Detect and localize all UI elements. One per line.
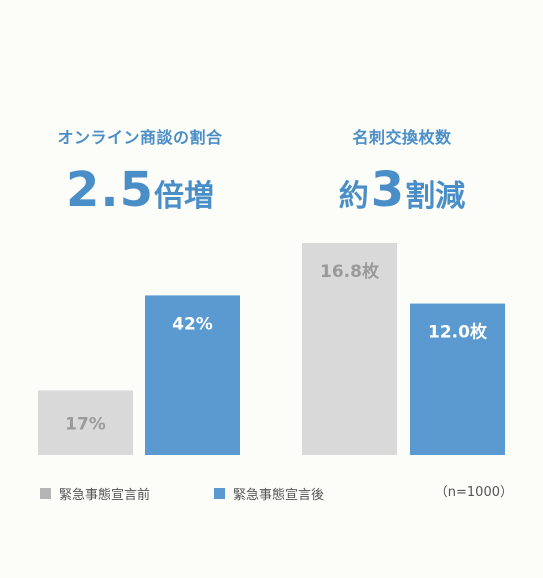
panel-1-headline-suffix: 倍増 [154, 179, 215, 214]
bar-panel-1-before [38, 390, 133, 455]
bar-label-panel-2-after: 12.0枚 [428, 322, 488, 343]
panel-1-title: オンライン商談の割合 [57, 128, 223, 147]
sample-size-note: （n=1000） [434, 485, 513, 500]
panel-2-headline: 約 3 割減 [282, 160, 522, 224]
panel-2-headline-suffix: 割減 [405, 179, 466, 214]
panel-2-headline-prefix: 約 [338, 179, 369, 214]
bar-label-panel-2-before: 16.8枚 [320, 261, 380, 282]
bar-label-panel-1-before: 17% [65, 415, 106, 435]
panel-2-title: 名刺交換枚数 [352, 128, 452, 147]
legend-swatch-after [214, 487, 225, 499]
bar-panel-1-after [145, 295, 240, 455]
legend-swatch-before [40, 487, 51, 499]
panel-1-headline-number: 2.5 [65, 162, 155, 218]
bar-label-panel-1-after: 42% [172, 314, 213, 334]
legend-item-after: 緊急事態宣言後 [214, 483, 324, 503]
panel-1-headline: 2.5 倍増 [20, 160, 260, 224]
bar-panel-2-before [302, 243, 397, 455]
legend-label-before: 緊急事態宣言前 [59, 487, 151, 503]
bar-panel-2-after [410, 303, 505, 455]
legend-label-after: 緊急事態宣言後 [233, 487, 325, 503]
legend-item-before: 緊急事態宣言前 [40, 483, 150, 503]
panel-2-headline-number: 3 [370, 162, 406, 218]
